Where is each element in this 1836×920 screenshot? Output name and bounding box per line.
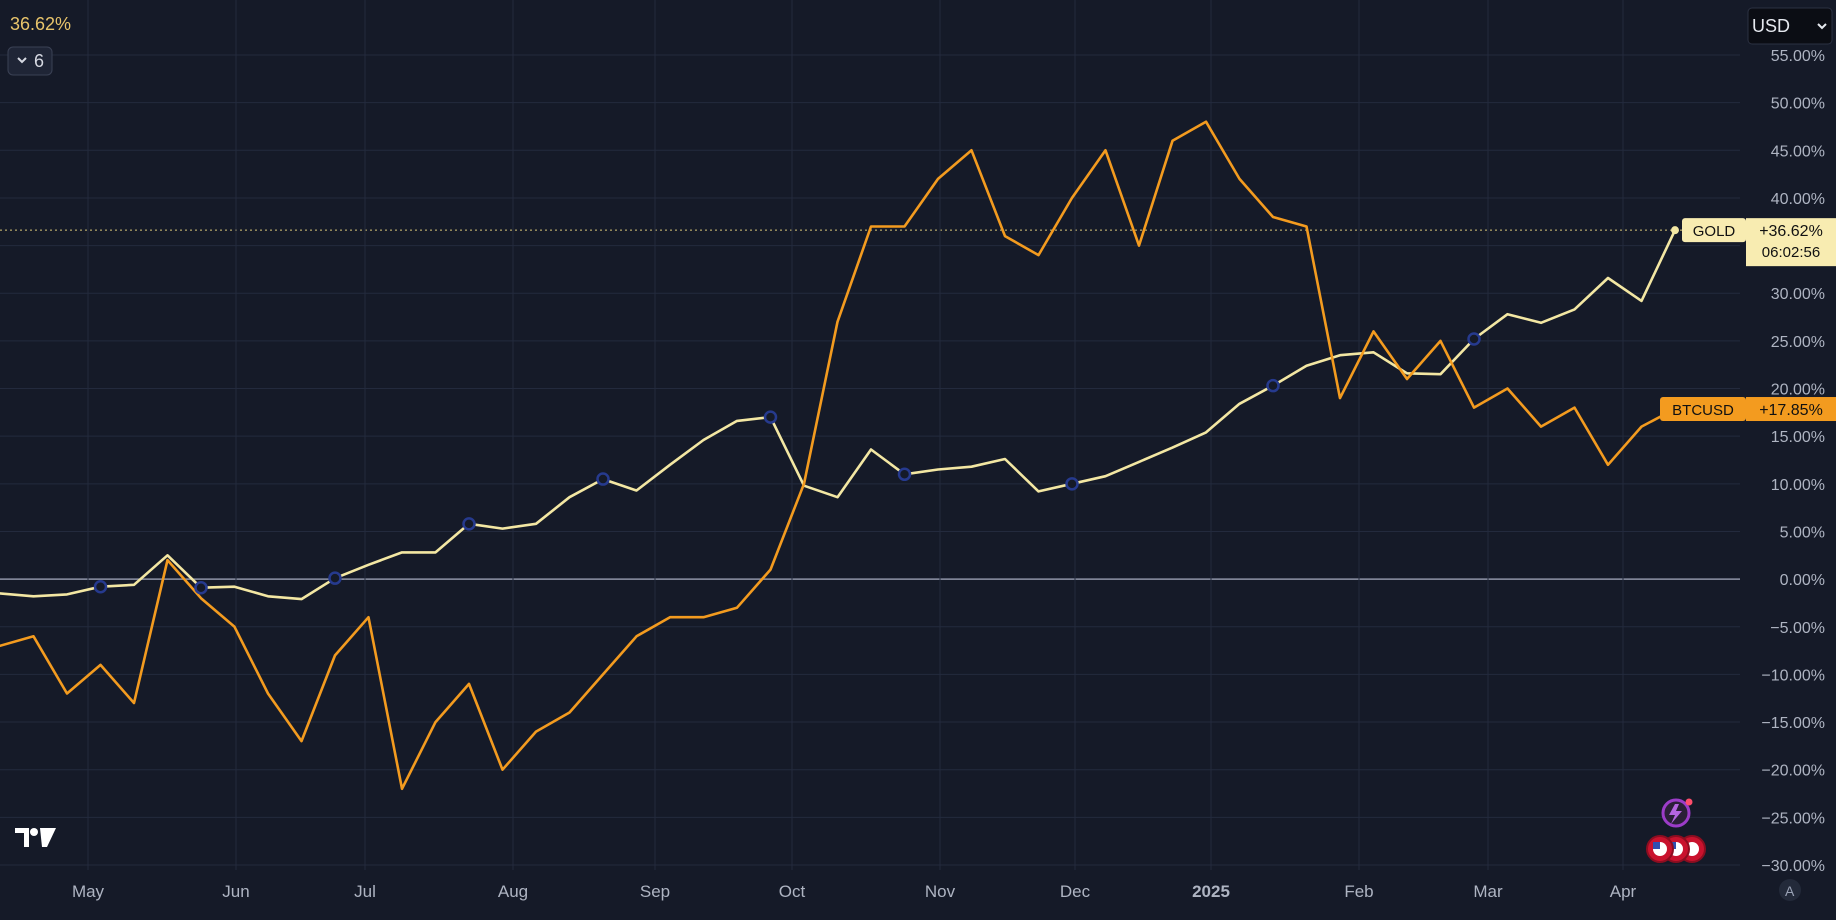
x-tick-label: May bbox=[72, 882, 105, 901]
auto-scale-label: A bbox=[1785, 883, 1795, 899]
y-tick-label: 30.00% bbox=[1771, 286, 1825, 303]
x-tick-label: Apr bbox=[1610, 882, 1637, 901]
btcusd-series-line bbox=[0, 120, 1677, 791]
x-tick-label: Dec bbox=[1060, 882, 1091, 901]
y-tick-label: 50.00% bbox=[1771, 96, 1825, 113]
event-marker[interactable] bbox=[1266, 378, 1280, 393]
y-tick-label: −5.00% bbox=[1770, 620, 1825, 637]
gold-last-point bbox=[1671, 226, 1679, 235]
btc-value-label: +17.85% bbox=[1759, 402, 1823, 419]
gold-name-tag bbox=[1682, 218, 1746, 243]
y-tick-label: 20.00% bbox=[1771, 382, 1825, 399]
currency-label: USD bbox=[1752, 16, 1790, 36]
x-tick-label: Oct bbox=[779, 882, 806, 901]
event-marker[interactable] bbox=[763, 410, 778, 424]
event-marker[interactable] bbox=[596, 472, 610, 486]
y-axis: 55.00%50.00%45.00%40.00%35.00%30.00%25.0… bbox=[1761, 48, 1825, 875]
us-flag-icon[interactable] bbox=[1646, 835, 1706, 863]
y-tick-label: 40.00% bbox=[1771, 191, 1825, 208]
y-tick-label: −20.00% bbox=[1761, 763, 1825, 780]
btc-name-label: BTCUSD bbox=[1672, 402, 1734, 419]
currency-selector[interactable]: USD bbox=[1747, 7, 1833, 45]
event-marker[interactable] bbox=[93, 579, 108, 594]
btc-name-tag bbox=[1660, 397, 1746, 422]
indicator-collapse-button[interactable]: 6 bbox=[7, 46, 53, 76]
y-tick-label: 0.00% bbox=[1780, 572, 1825, 589]
x-tick-label: Feb bbox=[1344, 882, 1373, 901]
gold-series-line bbox=[0, 228, 1677, 601]
x-tick-label: Nov bbox=[925, 882, 956, 901]
event-marker[interactable] bbox=[1065, 477, 1079, 491]
y-tick-label: 5.00% bbox=[1780, 524, 1825, 541]
change-readout: 36.62% bbox=[10, 14, 71, 34]
chevron-down-icon bbox=[1817, 23, 1827, 30]
gold-value-label: +36.62% bbox=[1759, 223, 1823, 240]
x-tick-label: 2025 bbox=[1192, 882, 1230, 901]
x-tick-label: Mar bbox=[1473, 882, 1503, 901]
lightning-icon[interactable] bbox=[1661, 798, 1693, 828]
price-tags: GOLD +36.62% 06:02:56 BTCUSD +17.85% bbox=[1660, 218, 1836, 422]
y-tick-label: −30.00% bbox=[1761, 858, 1825, 875]
gold-name-label: GOLD bbox=[1693, 223, 1736, 240]
event-marker[interactable] bbox=[194, 580, 208, 595]
x-tick-label: Jul bbox=[354, 882, 376, 901]
chevron-down-icon bbox=[17, 57, 27, 64]
y-tick-label: −25.00% bbox=[1761, 810, 1825, 827]
y-tick-label: −15.00% bbox=[1761, 715, 1825, 732]
y-tick-label: −10.00% bbox=[1761, 667, 1825, 684]
y-tick-label: 25.00% bbox=[1771, 334, 1825, 351]
x-tick-label: Aug bbox=[498, 882, 528, 901]
tradingview-logo bbox=[15, 828, 56, 847]
x-axis: May Jun Jul Aug Sep Oct Nov Dec 2025 Feb Mar Apr bbox=[72, 882, 1637, 901]
grid bbox=[0, 0, 1740, 870]
x-tick-label: Sep bbox=[640, 882, 670, 901]
event-marker[interactable] bbox=[897, 467, 912, 482]
gold-value-tag bbox=[1746, 218, 1836, 267]
y-tick-label: 15.00% bbox=[1771, 429, 1825, 446]
y-tick-label: 55.00% bbox=[1771, 48, 1825, 65]
x-tick-label: Jun bbox=[222, 882, 249, 901]
event-markers bbox=[93, 226, 1679, 595]
event-marker[interactable] bbox=[462, 517, 476, 531]
y-tick-label: 10.00% bbox=[1771, 477, 1825, 494]
btc-value-tag bbox=[1746, 397, 1836, 422]
auto-scale-button[interactable]: A bbox=[1779, 879, 1801, 901]
gold-time-label: 06:02:56 bbox=[1762, 244, 1820, 261]
series-layer bbox=[0, 120, 1677, 791]
indicator-count: 6 bbox=[34, 51, 44, 71]
event-marker[interactable] bbox=[328, 571, 342, 585]
y-tick-label: 45.00% bbox=[1771, 143, 1825, 160]
event-marker[interactable] bbox=[1467, 332, 1481, 346]
